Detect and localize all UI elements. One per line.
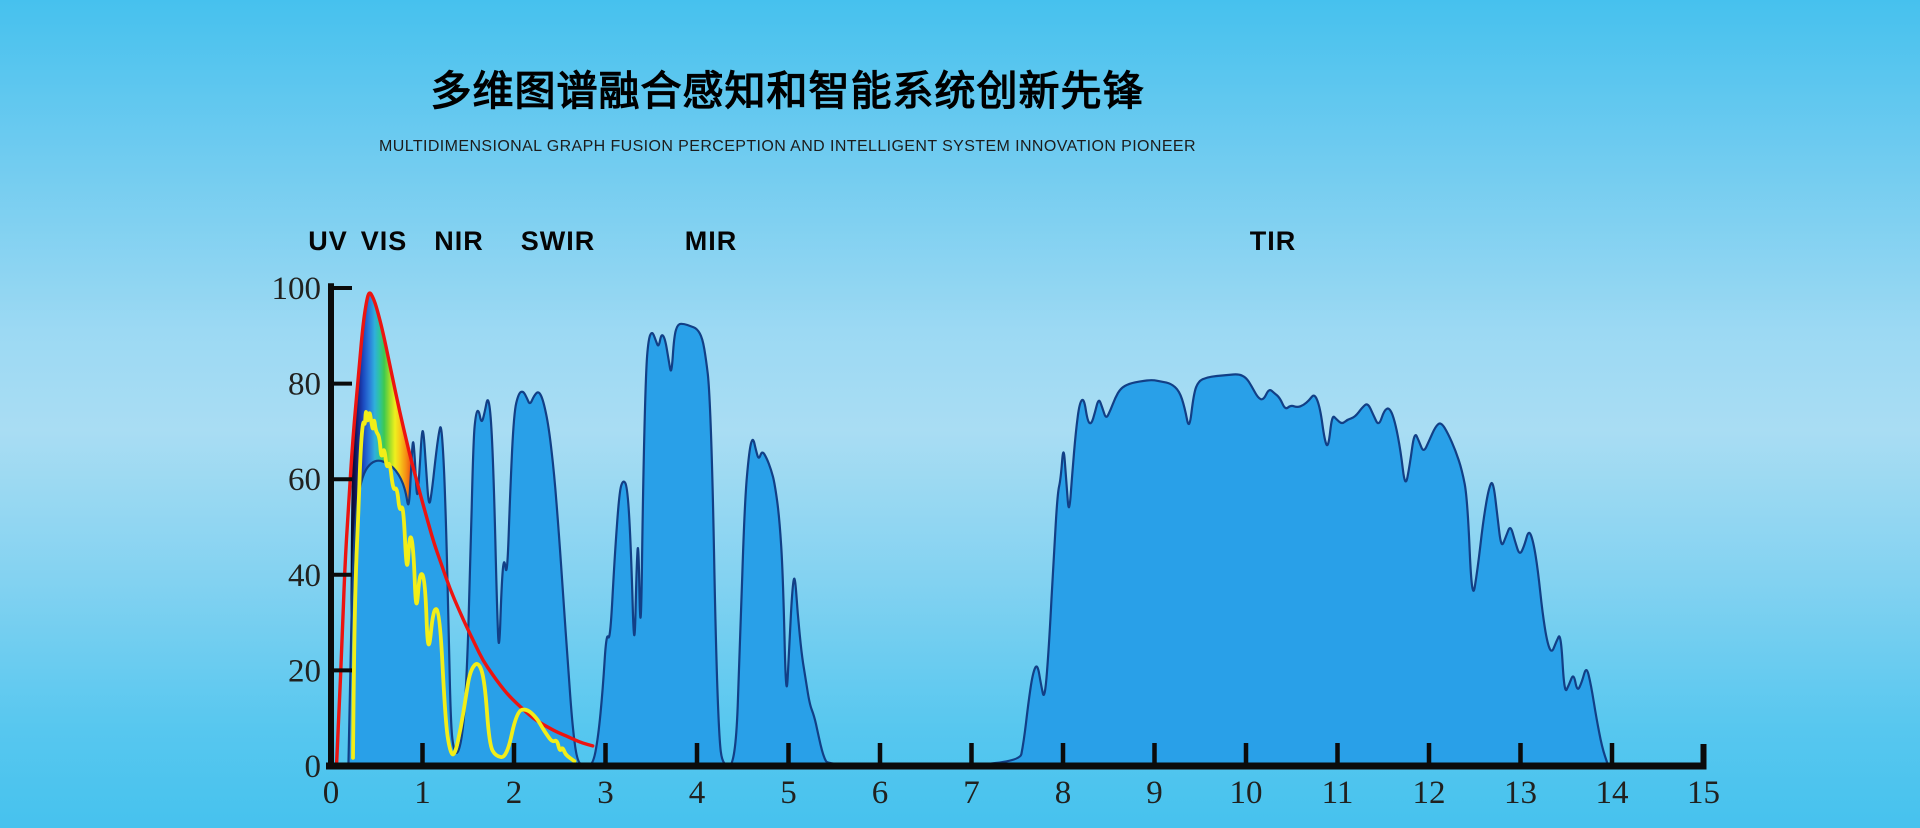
y-tick-label-20: 20 [288,653,321,689]
y-tick-label-40: 40 [288,558,321,594]
band-label-swir: SWIR [520,226,596,256]
x-tick-label-7: 7 [963,775,980,811]
band-label-uv: UV [308,226,348,256]
y-tick-label-80: 80 [288,367,321,403]
x-tick-label-3: 3 [597,775,614,811]
x-tick-label-12: 12 [1413,775,1446,811]
x-tick-label-2: 2 [506,775,523,811]
x-tick-label-1: 1 [414,775,431,811]
header: 多维图谱融合感知和智能系统创新先锋 MULTIDIMENSIONAL GRAPH… [0,57,1575,156]
x-tick-label-10: 10 [1230,775,1263,811]
x-tick-label-9: 9 [1146,775,1163,811]
x-tick-label-13: 13 [1504,775,1537,811]
solar-irradiance-ground-curve [351,410,577,764]
x-tick-label-0: 0 [323,775,340,811]
band-label-nir: NIR [434,226,484,256]
x-tick-label-8: 8 [1055,775,1072,811]
band-label-mir: MIR [684,226,738,256]
page-subtitle: MULTIDIMENSIONAL GRAPH FUSION PERCEPTION… [379,138,1196,155]
y-tick-label-60: 60 [288,462,321,498]
x-tick-label-6: 6 [872,775,889,811]
x-tick-label-5: 5 [780,775,797,811]
x-tick-label-14: 14 [1596,775,1629,811]
page-title: 多维图谱融合感知和智能系统创新先锋 [430,68,1145,114]
band-label-tir: TIR [1249,226,1297,256]
x-tick-label-11: 11 [1322,775,1354,811]
y-tick-label-100: 100 [272,271,322,307]
x-tick-label-4: 4 [689,775,706,811]
y-tick-label-0: 0 [305,749,322,785]
band-label-vis: VIS [360,226,408,256]
x-tick-label-15: 15 [1687,775,1720,811]
visible-spectrum-gradient-peak [350,293,418,709]
atmospheric-transmission-silhouette [347,322,1610,768]
